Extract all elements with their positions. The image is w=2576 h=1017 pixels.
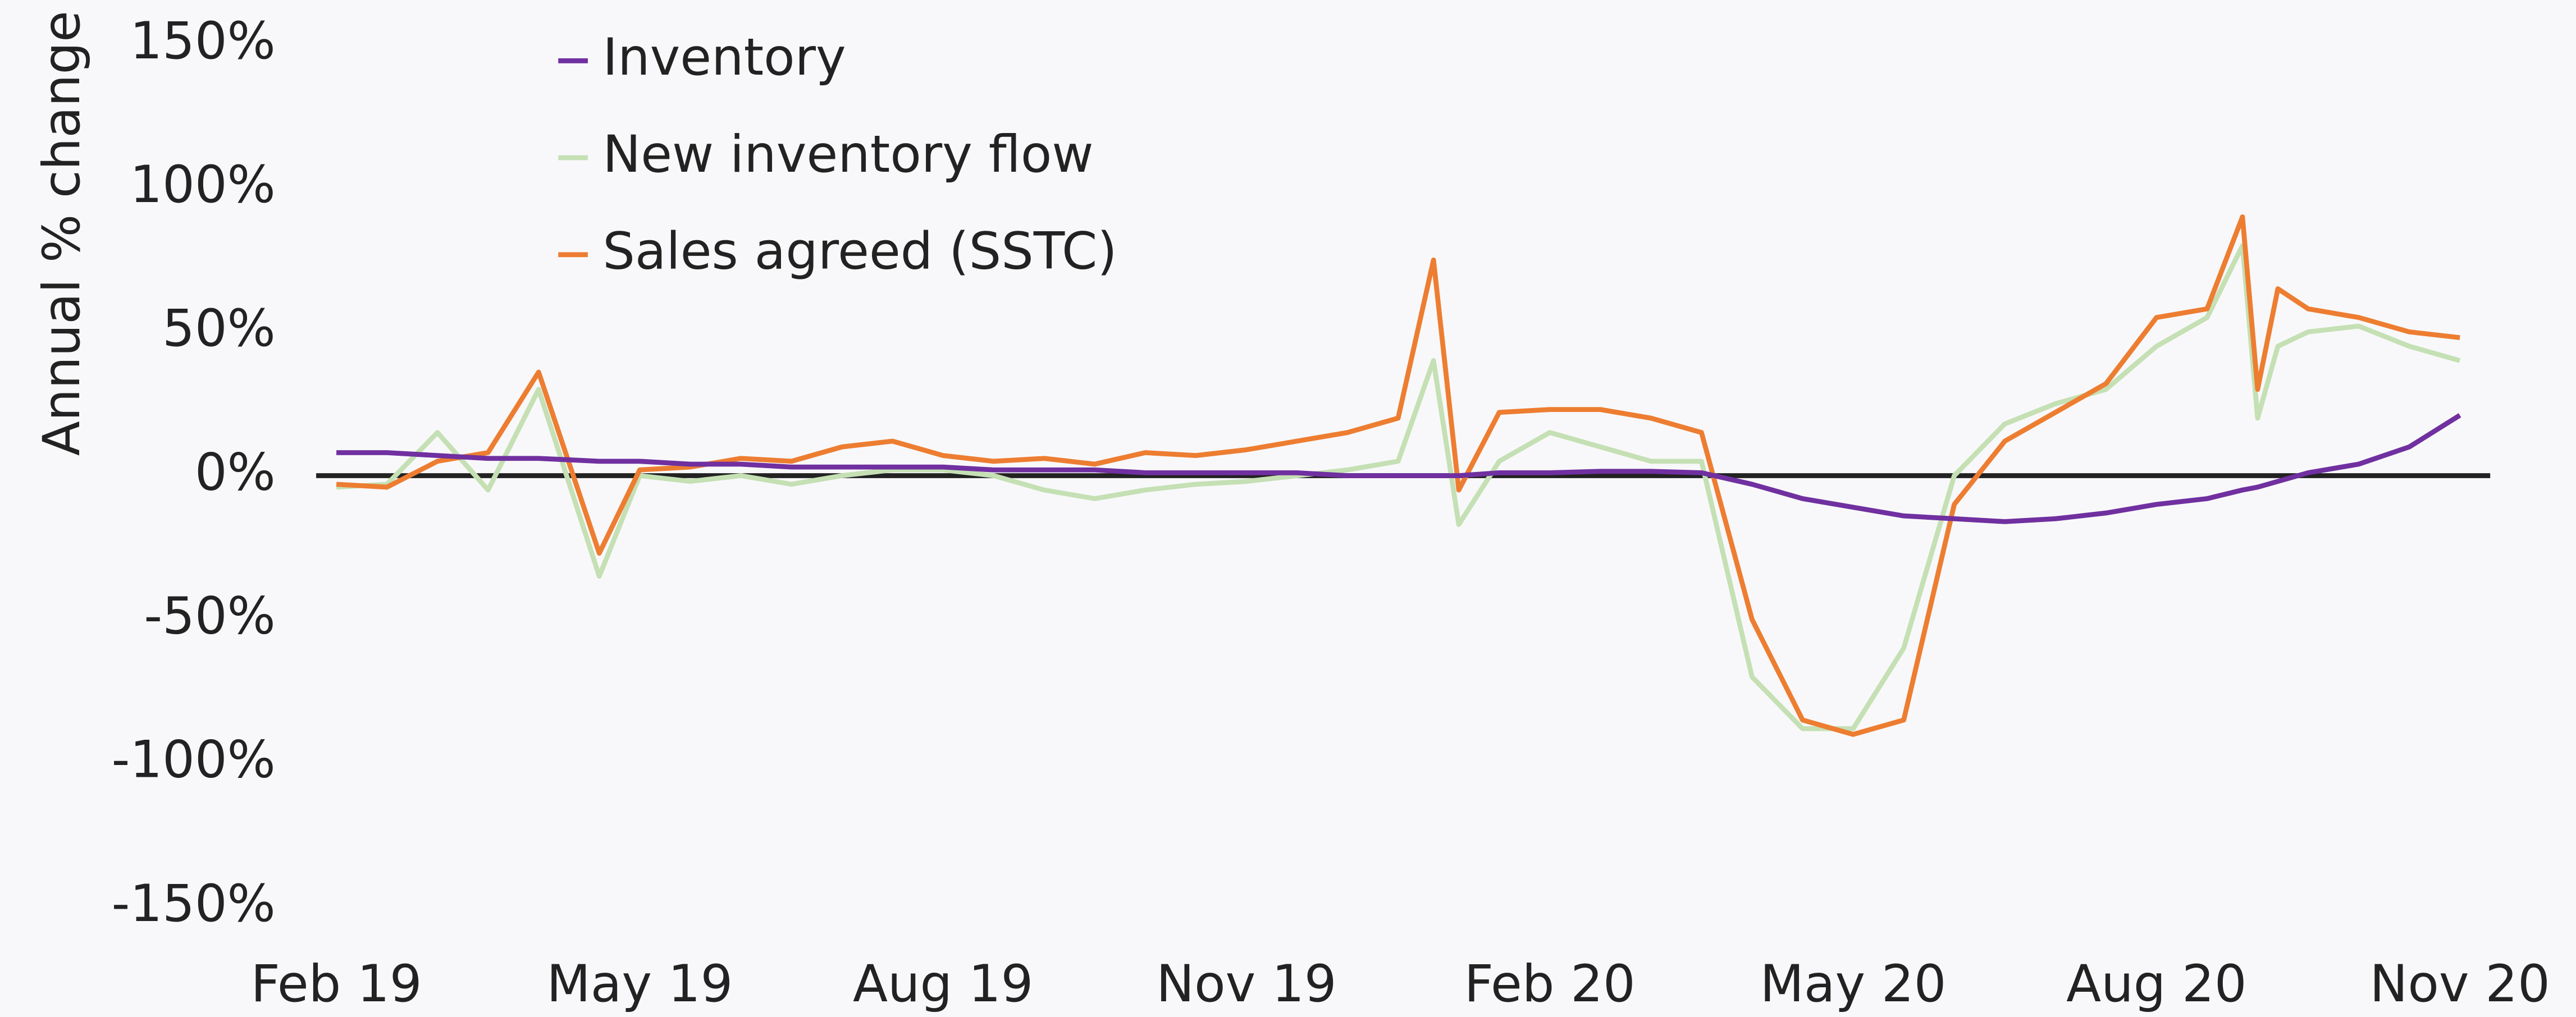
x-tick-label: Nov 20 <box>2369 955 2550 1014</box>
x-tick-label: Feb 20 <box>1464 955 1636 1014</box>
y-tick-label: 0% <box>195 443 276 502</box>
series-line <box>336 243 2461 731</box>
series-line <box>336 413 2461 524</box>
x-tick-label: Aug 19 <box>853 955 1033 1014</box>
background <box>16 0 2560 1017</box>
legend-label: New inventory flow <box>602 125 1093 184</box>
x-tick-label: May 20 <box>1760 955 1947 1014</box>
legend-label: Inventory <box>602 28 846 87</box>
y-axis-label: Annual % change <box>33 11 92 456</box>
legend-label: Sales agreed (SSTC) <box>602 222 1117 281</box>
x-tick-label: May 19 <box>546 955 733 1014</box>
x-tick-label: Feb 19 <box>251 955 422 1014</box>
y-tick-label: 50% <box>162 299 276 358</box>
x-tick-label: Nov 19 <box>1156 955 1336 1014</box>
x-tick-label: Aug 20 <box>2066 955 2246 1014</box>
y-tick-label: 100% <box>130 155 275 214</box>
y-tick-label: -100% <box>112 731 276 790</box>
y-tick-label: -150% <box>112 874 276 933</box>
y-tick-label: 150% <box>130 12 275 71</box>
y-tick-label: -50% <box>144 587 275 645</box>
